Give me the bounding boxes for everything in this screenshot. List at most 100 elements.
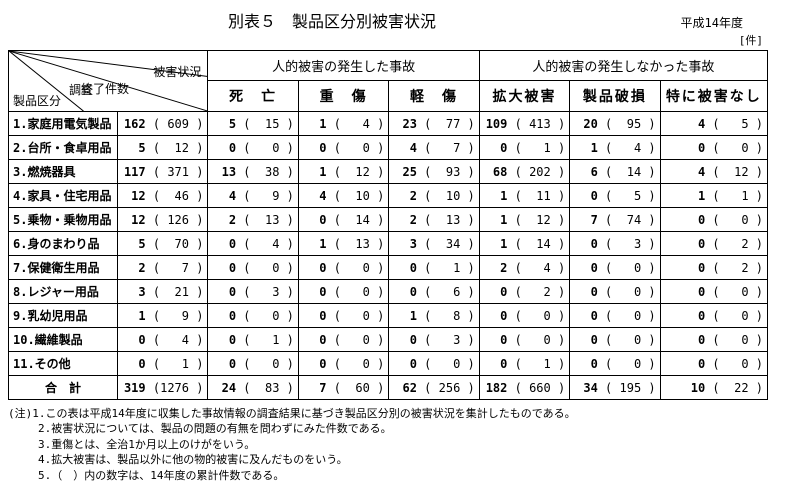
data-cell: 0 ( 1 ) — [389, 256, 479, 280]
table-row: 8.レジャー用品 3 ( 21 ) 0 ( 3 ) 0 ( 0 ) 0 ( 6 … — [9, 280, 768, 304]
data-cell: 4 ( 10 ) — [298, 184, 388, 208]
col-expand: 拡大被害 — [479, 80, 569, 111]
data-cell: 1 ( 4 ) — [298, 112, 388, 136]
total-row: 合 計319 (1276 ) 24 ( 83 ) 7 ( 60 ) 62 ( 2… — [9, 376, 768, 400]
col-death: 死 亡 — [208, 80, 298, 111]
row-label: 8.レジャー用品 — [9, 280, 118, 304]
data-cell: 1 ( 14 ) — [479, 232, 569, 256]
survey-count-cell: 5 ( 70 ) — [118, 232, 208, 256]
data-cell: 0 ( 4 ) — [208, 232, 298, 256]
data-cell: 0 ( 2 ) — [479, 280, 569, 304]
data-cell: 0 ( 6 ) — [389, 280, 479, 304]
data-cell: 0 ( 0 ) — [660, 352, 767, 376]
data-cell: 0 ( 0 ) — [298, 328, 388, 352]
data-cell: 0 ( 0 ) — [208, 136, 298, 160]
row-label: 3.燃焼器具 — [9, 160, 118, 184]
data-cell: 0 ( 0 ) — [660, 328, 767, 352]
footnote-line: 3.重傷とは、全治1か月以上のけがをいう。 — [8, 437, 783, 452]
row-label: 7.保健衛生用品 — [9, 256, 118, 280]
data-cell: 0 ( 0 ) — [479, 328, 569, 352]
data-cell: 4 ( 5 ) — [660, 112, 767, 136]
data-cell: 2 ( 10 ) — [389, 184, 479, 208]
unit-label: [件] — [8, 32, 763, 48]
data-cell: 0 ( 0 ) — [208, 256, 298, 280]
fiscal-year: 平成14年度 — [681, 14, 743, 31]
survey-count-cell: 3 ( 21 ) — [118, 280, 208, 304]
group-header-1: 人的被害の発生した事故 — [208, 51, 479, 81]
row-label: 6.身のまわり品 — [9, 232, 118, 256]
col-none: 特に被害なし — [660, 80, 767, 111]
row-label: 9.乳幼児用品 — [9, 304, 118, 328]
table-row: 9.乳幼児用品 1 ( 9 ) 0 ( 0 ) 0 ( 0 ) 1 ( 8 ) … — [9, 304, 768, 328]
col-minor: 軽 傷 — [389, 80, 479, 111]
survey-count-cell: 319 (1276 ) — [118, 376, 208, 400]
table-row: 10.繊維製品 0 ( 4 ) 0 ( 1 ) 0 ( 0 ) 0 ( 3 ) … — [9, 328, 768, 352]
data-cell: 0 ( 0 ) — [298, 304, 388, 328]
row-label: 2.台所・食卓用品 — [9, 136, 118, 160]
data-cell: 0 ( 1 ) — [479, 136, 569, 160]
data-cell: 0 ( 0 ) — [389, 352, 479, 376]
row-label: 10.繊維製品 — [9, 328, 118, 352]
footnote-line: 5.（ ）内の数字は、14年度の累計件数である。 — [8, 468, 783, 483]
data-cell: 1 ( 13 ) — [298, 232, 388, 256]
data-cell: 68 ( 202 ) — [479, 160, 569, 184]
data-cell: 2 ( 13 ) — [208, 208, 298, 232]
survey-count-cell: 117 ( 371 ) — [118, 160, 208, 184]
diag-label-status: 被害状況 — [153, 63, 201, 80]
survey-count-cell: 12 ( 126 ) — [118, 208, 208, 232]
footnote-line: 4.拡大被害は、製品以外に他の物的被害に及んだものをいう。 — [8, 452, 783, 467]
data-cell: 4 ( 9 ) — [208, 184, 298, 208]
data-cell: 0 ( 0 ) — [570, 328, 660, 352]
footnote-line: 2.被害状況については、製品の問題の有無を問わずにみた件数である。 — [8, 421, 783, 436]
footnote-line: (注)1.この表は平成14年度に収集した事故情報の調査結果に基づき製品区分別の被… — [8, 406, 783, 421]
row-label: 合 計 — [9, 376, 118, 400]
col-serious: 重 傷 — [298, 80, 388, 111]
data-cell: 0 ( 0 ) — [298, 136, 388, 160]
survey-count-cell: 0 ( 4 ) — [118, 328, 208, 352]
data-cell: 0 ( 0 ) — [660, 136, 767, 160]
data-cell: 1 ( 12 ) — [479, 208, 569, 232]
data-cell: 23 ( 77 ) — [389, 112, 479, 136]
diag-label-count: 終了件数 — [81, 80, 129, 97]
survey-count-cell: 2 ( 7 ) — [118, 256, 208, 280]
data-cell: 0 ( 0 ) — [660, 208, 767, 232]
data-cell: 6 ( 14 ) — [570, 160, 660, 184]
data-cell: 2 ( 13 ) — [389, 208, 479, 232]
survey-count-cell: 162 ( 609 ) — [118, 112, 208, 136]
data-cell: 10 ( 22 ) — [660, 376, 767, 400]
survey-count-cell: 12 ( 46 ) — [118, 184, 208, 208]
data-cell: 0 ( 0 ) — [570, 352, 660, 376]
data-cell: 1 ( 12 ) — [298, 160, 388, 184]
table-row: 6.身のまわり品 5 ( 70 ) 0 ( 4 ) 1 ( 13 ) 3 ( 3… — [9, 232, 768, 256]
data-cell: 0 ( 0 ) — [570, 304, 660, 328]
data-cell: 0 ( 1 ) — [208, 328, 298, 352]
table-row: 11.その他 0 ( 1 ) 0 ( 0 ) 0 ( 0 ) 0 ( 0 ) 0… — [9, 352, 768, 376]
damage-table: 被害状況 調査 終了件数 製品区分 人的被害の発生した事故 人的被害の発生しなか… — [8, 50, 768, 400]
table-row: 5.乗物・乗物用品 12 ( 126 ) 2 ( 13 ) 0 ( 14 ) 2… — [9, 208, 768, 232]
diag-label-class: 製品区分 — [13, 92, 61, 109]
data-cell: 7 ( 74 ) — [570, 208, 660, 232]
footnotes: (注)1.この表は平成14年度に収集した事故情報の調査結果に基づき製品区分別の被… — [8, 406, 783, 483]
data-cell: 0 ( 5 ) — [570, 184, 660, 208]
data-cell: 0 ( 0 ) — [298, 280, 388, 304]
data-cell: 0 ( 0 ) — [208, 304, 298, 328]
data-cell: 4 ( 7 ) — [389, 136, 479, 160]
survey-count-cell: 1 ( 9 ) — [118, 304, 208, 328]
data-cell: 7 ( 60 ) — [298, 376, 388, 400]
col-product: 製品破損 — [570, 80, 660, 111]
table-row: 3.燃焼器具117 ( 371 ) 13 ( 38 ) 1 ( 12 ) 25 … — [9, 160, 768, 184]
data-cell: 0 ( 0 ) — [298, 352, 388, 376]
table-row: 4.家具・住宅用品 12 ( 46 ) 4 ( 9 ) 4 ( 10 ) 2 (… — [9, 184, 768, 208]
data-cell: 62 ( 256 ) — [389, 376, 479, 400]
data-cell: 1 ( 4 ) — [570, 136, 660, 160]
survey-count-cell: 5 ( 12 ) — [118, 136, 208, 160]
data-cell: 0 ( 14 ) — [298, 208, 388, 232]
data-cell: 0 ( 1 ) — [479, 352, 569, 376]
data-cell: 0 ( 2 ) — [660, 256, 767, 280]
data-cell: 4 ( 12 ) — [660, 160, 767, 184]
data-cell: 5 ( 15 ) — [208, 112, 298, 136]
page-title: 別表５ 製品区分別被害状況 — [228, 8, 436, 32]
table-row: 7.保健衛生用品 2 ( 7 ) 0 ( 0 ) 0 ( 0 ) 0 ( 1 )… — [9, 256, 768, 280]
data-cell: 25 ( 93 ) — [389, 160, 479, 184]
row-label: 11.その他 — [9, 352, 118, 376]
